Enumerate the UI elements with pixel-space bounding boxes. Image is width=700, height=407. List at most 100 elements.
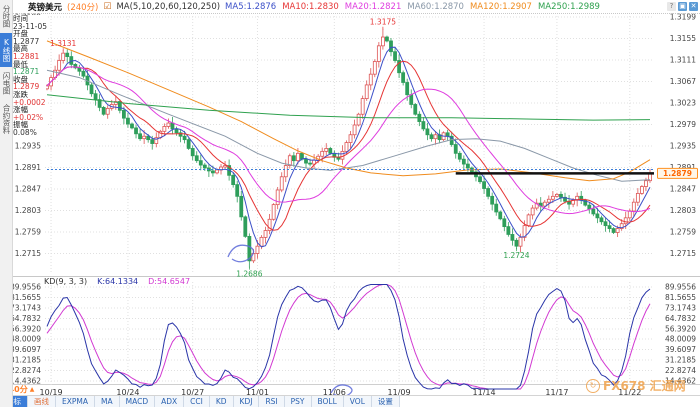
toolbar-button-VOL[interactable]: VOL bbox=[343, 396, 372, 407]
ma-legend: MA5:1.2876 MA10:1.2830 MA20:1.2821 MA60:1.2… bbox=[225, 2, 600, 12]
symbol-title: 英镑美元 bbox=[28, 2, 63, 13]
period-selector[interactable]: 240分 ▲ bbox=[3, 384, 34, 395]
ma-line-MA120 bbox=[46, 40, 651, 182]
svg-text:81.5655: 81.5655 bbox=[10, 293, 41, 302]
header-divider bbox=[0, 13, 700, 14]
svg-text:1.2879: 1.2879 bbox=[663, 169, 692, 178]
chart-header: 英镑美元 (240分) ☑ MA(5,10,20,60,120,250) MA5… bbox=[28, 0, 660, 13]
indicator-toolbar: 指标 画线 EXPMA MA MACD ADX CCI KD KDJ RSI PSY BOLL VOL 设… bbox=[0, 395, 700, 407]
toolbar-button-MACD[interactable]: MACD bbox=[119, 396, 156, 407]
svg-text:1.3023: 1.3023 bbox=[670, 98, 696, 107]
quote-label: 最低 bbox=[13, 59, 28, 69]
kd-indicator-header: KD(9, 3, 3) K:64.1334 D:54.6547 bbox=[44, 277, 190, 286]
help-icon[interactable]: ? bbox=[667, 2, 676, 11]
quote-label: 最高 bbox=[13, 44, 28, 54]
toolbar-button-CCI[interactable]: CCI bbox=[184, 396, 210, 407]
svg-text:39.6097: 39.6097 bbox=[665, 345, 696, 354]
quote-value: 1.2879 bbox=[13, 82, 40, 92]
toolbar-button-EXPMA[interactable]: EXPMA bbox=[56, 396, 96, 407]
kd-params-label: KD(9, 3, 3) bbox=[44, 277, 88, 286]
extreme-price-label: 1.3175 bbox=[370, 18, 396, 27]
svg-text:1.2803: 1.2803 bbox=[15, 206, 41, 215]
watermark: ↻ FX678 汇通网 bbox=[586, 377, 686, 394]
quote-value: 23-11-05 bbox=[13, 21, 48, 31]
svg-text:1.2847: 1.2847 bbox=[670, 184, 696, 193]
quote-value: +0.02% bbox=[13, 112, 44, 122]
toolbar-button-RSI[interactable]: RSI bbox=[259, 396, 285, 407]
hand-drawn-scribble bbox=[227, 244, 255, 263]
ma-line-MA10 bbox=[46, 60, 651, 231]
svg-text:39.6097: 39.6097 bbox=[10, 345, 41, 354]
svg-text:1.2979: 1.2979 bbox=[670, 120, 696, 129]
quote-label: 时间 bbox=[13, 14, 28, 23]
toolbar-button-BOLL[interactable]: BOLL bbox=[311, 396, 344, 407]
quote-value: 1.2871 bbox=[13, 67, 40, 77]
ma-legend-MA10: MA10:1.2830 bbox=[282, 1, 339, 12]
toolbar-button-MA[interactable]: MA bbox=[95, 396, 120, 407]
quote-value: 0.08% bbox=[13, 127, 37, 137]
svg-text:1.3067: 1.3067 bbox=[670, 77, 696, 86]
svg-text:1.2935: 1.2935 bbox=[15, 141, 41, 150]
toolbar-button-PSY[interactable]: PSY bbox=[284, 396, 312, 407]
svg-text:1.2847: 1.2847 bbox=[15, 184, 41, 193]
svg-text:73.1743: 73.1743 bbox=[665, 303, 696, 312]
sidebar-tab-合约资料[interactable]: 合约资料 bbox=[2, 104, 11, 134]
quote-label: 振幅 bbox=[13, 120, 28, 130]
svg-text:31.2185: 31.2185 bbox=[10, 356, 41, 365]
svg-text:1.2891: 1.2891 bbox=[670, 163, 696, 172]
svg-text:64.7832: 64.7832 bbox=[10, 314, 41, 323]
svg-text:1.2935: 1.2935 bbox=[670, 141, 696, 150]
ma-line-MA20 bbox=[46, 66, 651, 215]
ma-line-MA5 bbox=[46, 46, 651, 248]
kd-k-line bbox=[46, 284, 651, 390]
ma-legend-MA120: MA120:1.2907 bbox=[469, 1, 532, 12]
svg-text:48.0009: 48.0009 bbox=[10, 335, 41, 344]
kd-k-value: K:64.1334 bbox=[97, 277, 139, 286]
kd-d-value: D:54.6547 bbox=[148, 277, 191, 286]
quote-label: 收盘 bbox=[13, 74, 28, 84]
svg-text:1.3111: 1.3111 bbox=[670, 55, 696, 64]
ma-legend-MA250: MA250:1.2989 bbox=[537, 1, 600, 12]
svg-text:1.2715: 1.2715 bbox=[670, 249, 696, 258]
svg-text:31.2185: 31.2185 bbox=[665, 356, 696, 365]
toolbar-button-指标[interactable]: 指标 bbox=[0, 396, 28, 407]
quote-label: 涨跌 bbox=[13, 89, 28, 99]
extreme-price-label: 1.2686 bbox=[236, 270, 262, 279]
candles bbox=[45, 28, 652, 268]
period-label: (240分) bbox=[67, 2, 99, 13]
ma-line-MA250 bbox=[46, 94, 651, 121]
svg-text:56.3920: 56.3920 bbox=[665, 324, 696, 333]
svg-text:1.2759: 1.2759 bbox=[15, 227, 41, 236]
svg-text:1.3155: 1.3155 bbox=[670, 34, 696, 43]
ma-legend-MA20: MA20:1.2821 bbox=[344, 1, 402, 12]
toolbar-button-画线[interactable]: 画线 bbox=[28, 396, 56, 407]
svg-text:89.9556: 89.9556 bbox=[10, 283, 41, 292]
last-price-tag bbox=[657, 167, 698, 179]
svg-text:1.2715: 1.2715 bbox=[15, 249, 41, 258]
toolbar-button-设置[interactable]: 设置 bbox=[371, 396, 400, 407]
toolbar-button-KD[interactable]: KD bbox=[209, 396, 234, 407]
extreme-price-label: 1.2724 bbox=[503, 251, 529, 260]
fx678-logo-icon: ↻ bbox=[586, 378, 600, 393]
quote-value: +0.0002 bbox=[13, 97, 46, 107]
quote-label: 涨幅 bbox=[13, 105, 28, 115]
ma-line-MA60 bbox=[46, 69, 651, 182]
svg-text:56.3920: 56.3920 bbox=[10, 324, 41, 333]
ma-checkbox-icon[interactable]: ☑ bbox=[103, 1, 112, 12]
quote-value: 1.2881 bbox=[13, 51, 40, 61]
sidebar-tab-K线图[interactable]: K线图 bbox=[0, 32, 12, 67]
svg-text:81.5655: 81.5655 bbox=[665, 293, 696, 302]
close-window-icon[interactable]: ✕ bbox=[689, 2, 698, 11]
ma-config-label: MA(5,10,20,60,120,250) bbox=[116, 1, 221, 12]
svg-text:48.0009: 48.0009 bbox=[665, 335, 696, 344]
toolbar-button-ADX[interactable]: ADX bbox=[155, 396, 185, 407]
toolbar-button-KDJ[interactable]: KDJ bbox=[233, 396, 260, 407]
ma-legend-MA60: MA60:1.2870 bbox=[407, 1, 464, 12]
svg-text:73.1743: 73.1743 bbox=[10, 303, 41, 312]
restore-window-icon[interactable]: ▣ bbox=[678, 2, 687, 11]
sidebar-tab-分时图[interactable]: 分时图 bbox=[2, 5, 11, 28]
grid: 1.31991.31991.31551.31551.31111.31111.30… bbox=[10, 13, 696, 398]
sidebar-tab-闪电图[interactable]: 闪电图 bbox=[2, 71, 11, 95]
